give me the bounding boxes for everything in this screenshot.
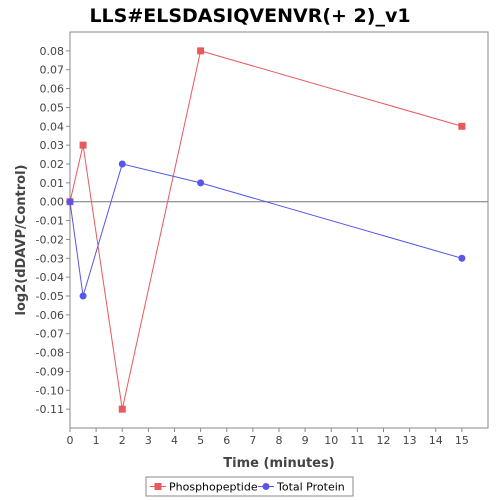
y-tick-label: -0.01 — [36, 215, 64, 228]
y-tick-label: -0.05 — [36, 290, 64, 303]
x-tick-label: 14 — [429, 434, 443, 447]
x-tick-label: 8 — [276, 434, 283, 447]
data-point-phosphopeptide — [458, 122, 466, 130]
y-tick-label: 0.02 — [40, 158, 65, 171]
y-tick-label: 0.03 — [40, 139, 65, 152]
x-tick-label: 1 — [93, 434, 100, 447]
y-tick-label: -0.07 — [36, 328, 64, 341]
legend-marker-total-protein — [262, 483, 270, 490]
legend-label-total-protein: Total Protein — [276, 481, 345, 494]
x-tick-label: 0 — [67, 434, 74, 447]
y-tick-label: 0.00 — [40, 196, 65, 209]
x-tick-label: 2 — [119, 434, 126, 447]
x-tick-label: 15 — [455, 434, 469, 447]
data-point-total-protein — [66, 198, 74, 206]
x-axis-label: Time (minutes) — [223, 456, 334, 471]
data-point-total-protein — [197, 179, 205, 187]
y-tick-label: -0.06 — [36, 309, 64, 322]
x-tick-label: 3 — [145, 434, 152, 447]
x-tick-label: 11 — [350, 434, 364, 447]
y-tick-label: -0.02 — [36, 233, 64, 246]
x-tick-label: 12 — [377, 434, 391, 447]
y-tick-label: -0.11 — [36, 403, 64, 416]
plot-frame — [69, 31, 489, 429]
y-axis-label: log2(dDAVP/Control) — [14, 165, 29, 316]
data-point-phosphopeptide — [79, 141, 87, 149]
data-point-total-protein — [118, 160, 126, 168]
y-tick-label: -0.10 — [36, 384, 64, 397]
y-tick-label: 0.07 — [40, 64, 65, 77]
x-tick-label: 6 — [223, 434, 230, 447]
y-tick-label: -0.09 — [36, 365, 64, 378]
chart-title: LLS#ELSDASIQVENVR(+ 2)_v1 — [89, 5, 410, 27]
data-point-phosphopeptide — [118, 405, 126, 413]
legend-box — [145, 476, 354, 497]
data-point-phosphopeptide — [197, 47, 205, 55]
y-tick-label: 0.06 — [40, 83, 65, 96]
y-tick-label: -0.03 — [36, 252, 64, 265]
y-tick-label: 0.01 — [40, 177, 65, 190]
x-tick-label: 13 — [403, 434, 417, 447]
data-point-total-protein — [458, 254, 466, 262]
x-tick-label: 5 — [197, 434, 204, 447]
plot-area: 0.08 0.07 0.06 0.05 0.04 0.03 0.02 0.01 0.00 -0.0… — [36, 31, 489, 447]
y-tick-label: 0.05 — [40, 101, 65, 114]
y-tick-label: -0.04 — [36, 271, 64, 284]
y-tick-label: 0.04 — [40, 120, 65, 133]
legend-label-phosphopeptide: Phosphopeptide — [169, 481, 258, 494]
data-point-total-protein — [79, 292, 87, 300]
x-tick-label: 4 — [171, 434, 178, 447]
x-tick-label: 10 — [324, 434, 338, 447]
y-tick-label: 0.08 — [40, 45, 65, 58]
x-tick-label: 9 — [302, 434, 309, 447]
legend-marker-phosphopeptide — [154, 483, 162, 490]
legend: Phosphopeptide Total Protein — [145, 476, 354, 497]
y-tick-label: -0.08 — [36, 347, 64, 360]
x-tick-label: 7 — [249, 434, 256, 447]
